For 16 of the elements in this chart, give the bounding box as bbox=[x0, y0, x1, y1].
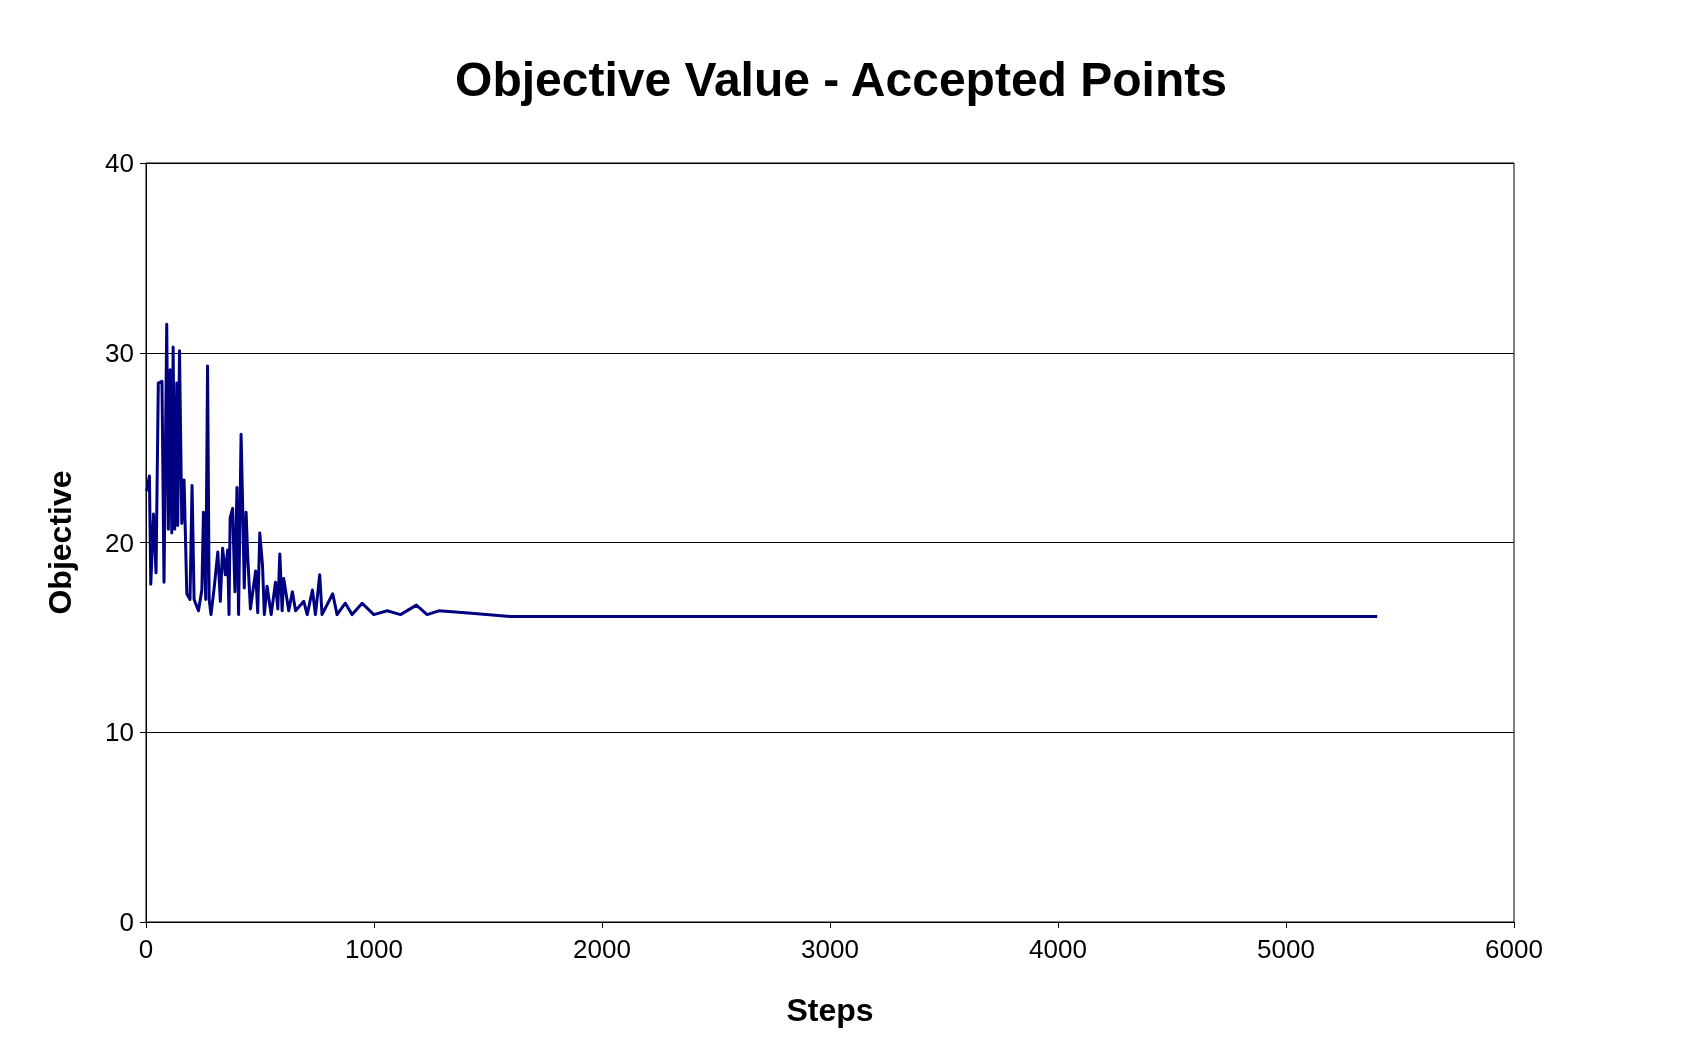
y-tick-label: 0 bbox=[119, 907, 134, 937]
x-tick-label: 5000 bbox=[1257, 934, 1315, 964]
y-tick-label: 10 bbox=[105, 717, 134, 748]
y-tick-label: 40 bbox=[105, 148, 134, 178]
x-tick-label: 3000 bbox=[801, 934, 859, 964]
line-series bbox=[145, 322, 1379, 618]
x-tick-label: 6000 bbox=[1485, 934, 1543, 964]
y-tick-label: 30 bbox=[105, 337, 134, 368]
x-tick-label: 0 bbox=[138, 934, 154, 964]
x-tick-label: 4000 bbox=[1029, 934, 1087, 964]
chart-title: Objective Value - Accepted Points bbox=[455, 52, 1227, 106]
x-tick-label: 1000 bbox=[345, 934, 403, 964]
x-tick-label: 2000 bbox=[573, 934, 631, 964]
y-tick-label: 20 bbox=[105, 527, 134, 558]
x-axis-title: Steps bbox=[786, 992, 874, 1028]
y-axis-title: Objective bbox=[42, 470, 78, 615]
